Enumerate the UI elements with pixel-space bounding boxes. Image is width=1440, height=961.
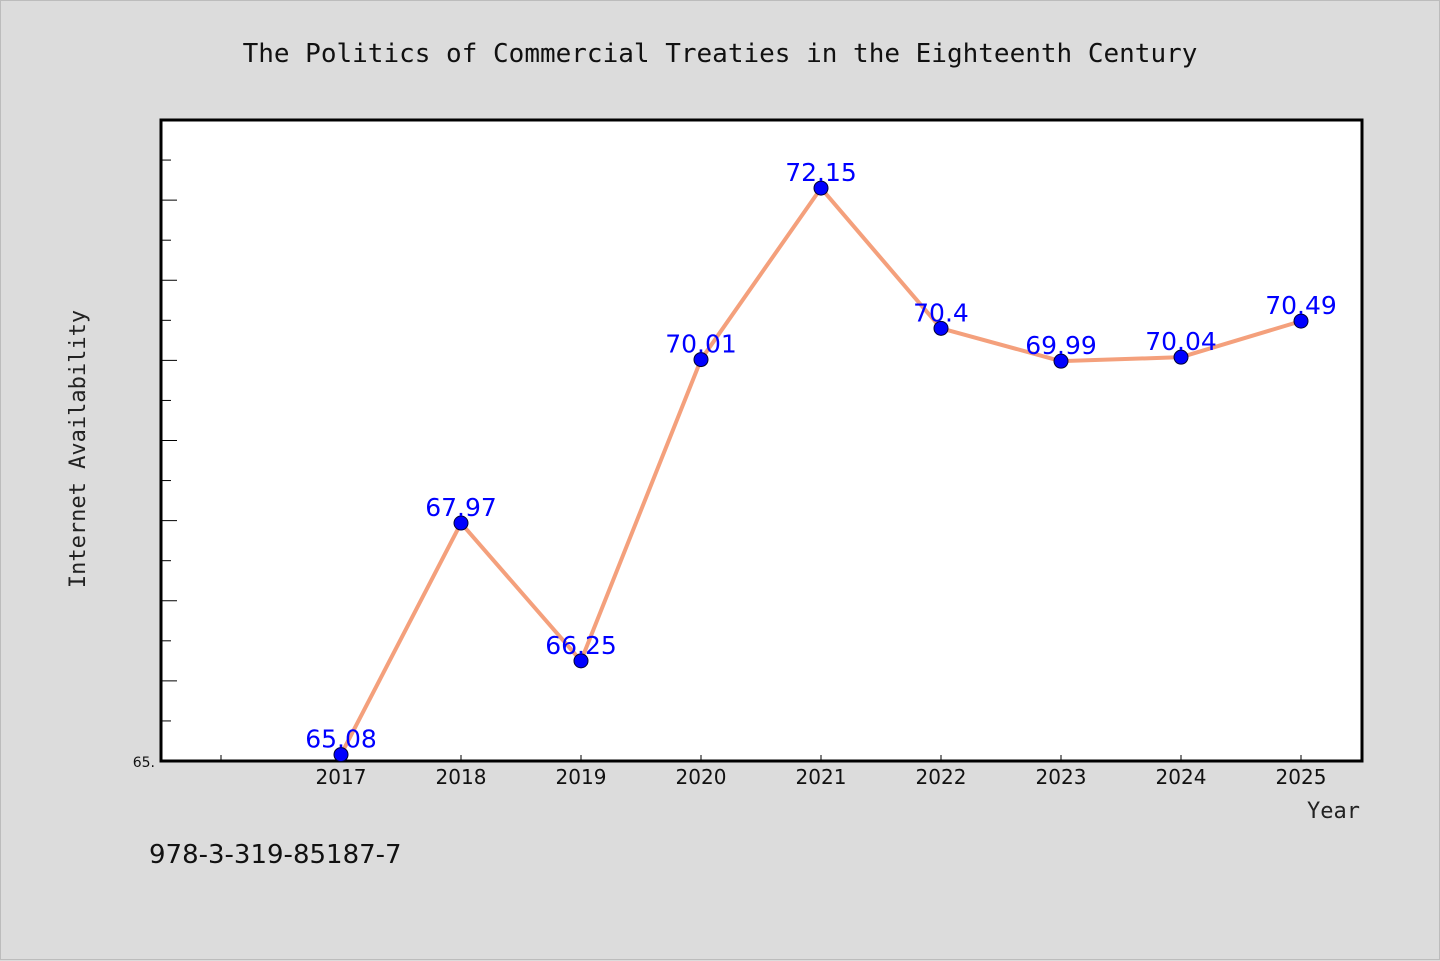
isbn-footer: 978-3-319-85187-7: [149, 840, 402, 870]
x-tick-label: 2023: [1036, 765, 1087, 789]
data-point: [1293, 313, 1309, 329]
x-tick-label: 2019: [556, 765, 607, 789]
x-tick-label: 2020: [676, 765, 727, 789]
data-point: [1053, 353, 1069, 369]
data-label: 70.01: [665, 330, 737, 359]
x-tick-label: 2022: [916, 765, 967, 789]
data-label: 70.04: [1145, 327, 1217, 356]
x-tick-label: 2025: [1276, 765, 1327, 789]
data-point: [933, 320, 949, 336]
data-label: 70.49: [1265, 291, 1337, 320]
data-label: 66.25: [545, 631, 617, 660]
x-tick-label: 2024: [1156, 765, 1207, 789]
data-point: [333, 747, 349, 763]
data-label: 70.4: [913, 298, 969, 327]
x-tick-label: 2017: [316, 765, 367, 789]
series-group: 65.08 67.97 66.25 70.01 72.15 70.4 69.99 70.04 7…: [305, 158, 1337, 763]
chart-title: The Politics of Commercial Treaties in t…: [243, 39, 1198, 69]
data-label: 67.97: [425, 493, 497, 522]
plot-area: [159, 118, 1364, 763]
data-point: [573, 653, 589, 669]
y-tick-label: 65.: [133, 755, 155, 771]
x-tick-label: 2018: [436, 765, 487, 789]
y-axis-ticks: [161, 119, 177, 762]
data-label: 72.15: [785, 158, 857, 187]
data-point: [693, 352, 709, 368]
x-axis-tick-labels: 2017 2018 2019 2020 2021 2022 2023 2024 2025: [316, 765, 1327, 789]
data-point: [813, 180, 829, 196]
data-label: 65.08: [305, 725, 377, 754]
x-tick-label: 2021: [796, 765, 847, 789]
x-axis-label: Year: [1307, 799, 1360, 824]
data-label: 69.99: [1025, 331, 1097, 360]
data-point: [1173, 349, 1189, 365]
data-point: [453, 515, 469, 531]
y-axis-label: Internet Availability: [66, 310, 91, 588]
